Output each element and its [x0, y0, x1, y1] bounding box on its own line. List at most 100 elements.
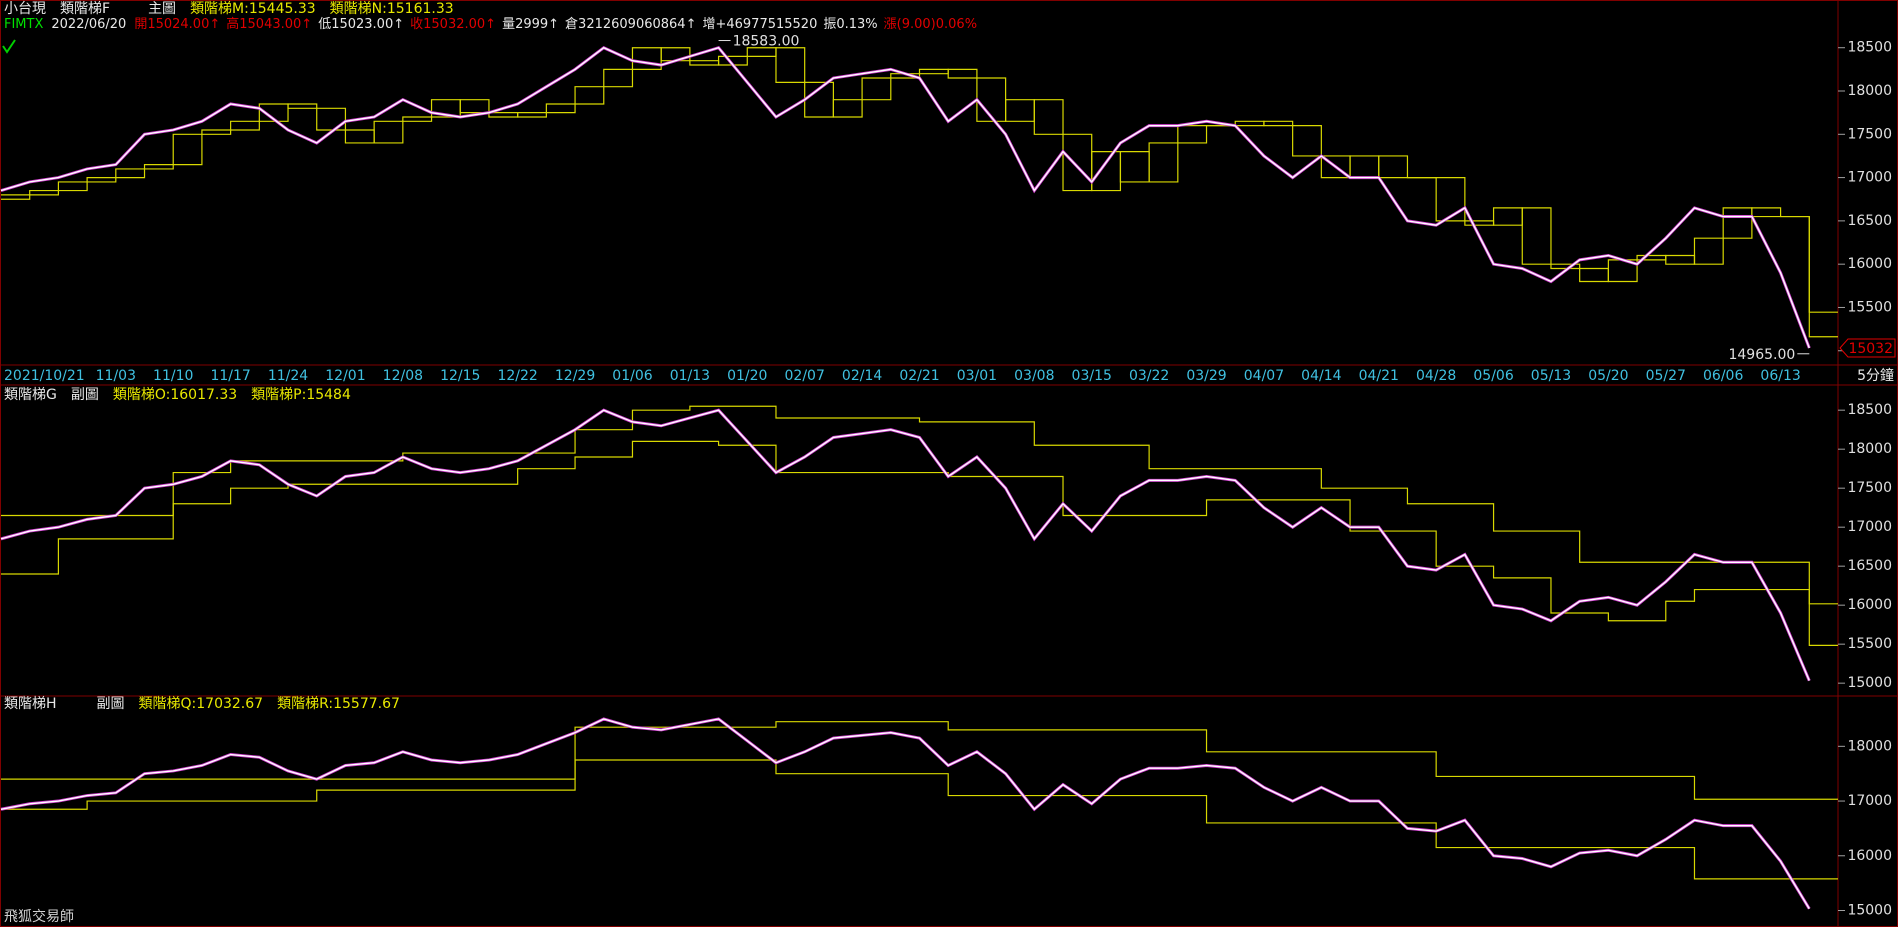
panel-label: 主圖 — [148, 1, 177, 17]
y-tick-label: 18500 — [1847, 402, 1892, 418]
indicator: 類階梯G — [4, 387, 57, 403]
y-tick-label: 18500 — [1847, 40, 1892, 56]
legend-entry: 類階梯M:15445.33 — [190, 1, 316, 17]
indicator: 類階梯F — [60, 1, 111, 17]
last-price-label: 15032 — [1848, 341, 1893, 357]
x-tick-label: 05/06 — [1473, 368, 1513, 384]
date: 2022/06/20 — [51, 17, 127, 32]
x-tick-label: 12/01 — [325, 368, 365, 384]
y-tick-label: 15000 — [1847, 675, 1892, 691]
x-tick-label: 03/01 — [957, 368, 997, 384]
x-tick-label: 03/15 — [1072, 368, 1112, 384]
step-line — [1, 759, 1838, 880]
y-tick-label: 18000 — [1847, 83, 1892, 99]
x-tick-label: 2021/10/21 — [4, 368, 85, 384]
legend: 類階梯Q:17032.67 類階梯R:15577.67 — [139, 695, 414, 713]
y-tick-label: 16500 — [1847, 558, 1892, 574]
x-tick-label: 02/07 — [785, 368, 825, 384]
x-tick-label: 04/14 — [1301, 368, 1341, 384]
x-tick-label: 11/17 — [210, 368, 250, 384]
x-tick-label: 04/21 — [1359, 368, 1399, 384]
x-tick-label: 05/13 — [1531, 368, 1571, 384]
x-tick-label: 03/08 — [1014, 368, 1054, 384]
y-tick-label: 16000 — [1847, 597, 1892, 613]
panel-label: 副圖 — [96, 696, 125, 712]
low-label: 14965.00 — [1728, 347, 1795, 363]
x-tick-label: 12/15 — [440, 368, 480, 384]
y-tick-label: 16500 — [1847, 213, 1892, 229]
legend-entry: 類階梯R:15577.67 — [277, 696, 400, 712]
last-price-tag — [1839, 338, 1896, 358]
x-tick-label: 12/22 — [497, 368, 537, 384]
sub-header: 類階梯G 副圖 類階梯O:16017.33 類階梯P:15484 — [4, 386, 379, 404]
y-tick-label: 17500 — [1847, 126, 1892, 142]
main-header: 小台現 類階梯F 主圖 類階梯M:15445.33 類階梯N:15161.33 — [4, 0, 482, 18]
x-tick-label: 06/13 — [1760, 368, 1800, 384]
price-line — [0, 409, 1810, 681]
price-line — [0, 718, 1810, 910]
indicator: 類階梯H — [4, 696, 57, 712]
quote: 量2999↑ — [502, 17, 560, 32]
symbol: 小台現 — [4, 1, 46, 17]
x-tick-label: 12/29 — [555, 368, 595, 384]
period-label: 5分鐘 — [1857, 367, 1894, 384]
code: FIMTX — [4, 17, 44, 32]
price-line — [0, 46, 1810, 349]
step-line — [1, 721, 1838, 800]
x-tick-label: 03/29 — [1186, 368, 1226, 384]
x-tick-label: 05/20 — [1588, 368, 1628, 384]
x-tick-label: 11/24 — [268, 368, 308, 384]
y-tick-label: 18000 — [1847, 738, 1892, 754]
quote: 漲(9.00)0.06% — [883, 17, 978, 32]
legend-entry: 類階梯P:15484 — [251, 387, 351, 403]
x-tick-label: 04/07 — [1244, 368, 1284, 384]
x-tick-label: 03/22 — [1129, 368, 1169, 384]
step-line — [1, 47, 1838, 338]
step-line — [1, 47, 1838, 313]
y-tick-label: 15500 — [1847, 636, 1892, 652]
x-tick-label: 12/08 — [383, 368, 423, 384]
x-tick-label: 11/03 — [96, 368, 136, 384]
y-tick-label: 15500 — [1847, 299, 1892, 315]
quote: 倉3212609060864↑ — [565, 17, 697, 32]
x-tick-label: 01/06 — [612, 368, 652, 384]
check-icon — [2, 39, 16, 54]
x-tick-label: 02/21 — [899, 368, 939, 384]
y-tick-label: 17000 — [1847, 170, 1892, 186]
sub-header: 類階梯H 副圖 類階梯Q:17032.67 類階梯R:15577.67 — [4, 695, 428, 713]
y-tick-label: 17000 — [1847, 519, 1892, 535]
x-tick-label: 01/13 — [670, 368, 710, 384]
quote: 開15024.00↑ — [134, 17, 221, 32]
legend-entry: 類階梯O:16017.33 — [112, 387, 238, 403]
y-tick-label: 17500 — [1847, 480, 1892, 496]
quote: 收15032.00↑ — [410, 17, 497, 32]
quote: 振0.13% — [823, 17, 878, 32]
panel-label: 副圖 — [70, 387, 99, 403]
quote-row: FIMTX 2022/06/20 開15024.00↑ 高15043.00↑ 低15… — [4, 16, 983, 34]
quote: 增+46977515520 — [702, 17, 818, 32]
y-tick-label: 16000 — [1847, 848, 1892, 864]
legend-entry: 類階梯Q:17032.67 — [138, 696, 264, 712]
x-tick-label: 04/28 — [1416, 368, 1456, 384]
x-tick-label: 11/10 — [153, 368, 193, 384]
y-tick-label: 17000 — [1847, 793, 1892, 809]
x-tick-label: 02/14 — [842, 368, 882, 384]
quote: 高15043.00↑ — [226, 17, 313, 32]
y-tick-label: 15000 — [1847, 902, 1892, 918]
legend: 類階梯O:16017.33 類階梯P:15484 — [113, 386, 365, 404]
legend-entry: 類階梯N:15161.33 — [329, 1, 454, 17]
x-tick-label: 01/20 — [727, 368, 767, 384]
x-tick-label: 05/27 — [1646, 368, 1686, 384]
x-tick-label: 06/06 — [1703, 368, 1743, 384]
step-line — [1, 405, 1838, 605]
y-tick-label: 18000 — [1847, 441, 1892, 457]
footer: 飛狐交易師 — [4, 909, 74, 925]
legend: 類階梯M:15445.33 類階梯N:15161.33 — [190, 0, 468, 18]
high-label: 18583.00 — [733, 34, 800, 50]
quotes: 開15024.00↑ 高15043.00↑ 低15023.00↑ 收15032.00↑… — [134, 16, 983, 34]
y-tick-label: 16000 — [1847, 256, 1892, 272]
quote: 低15023.00↑ — [318, 17, 405, 32]
